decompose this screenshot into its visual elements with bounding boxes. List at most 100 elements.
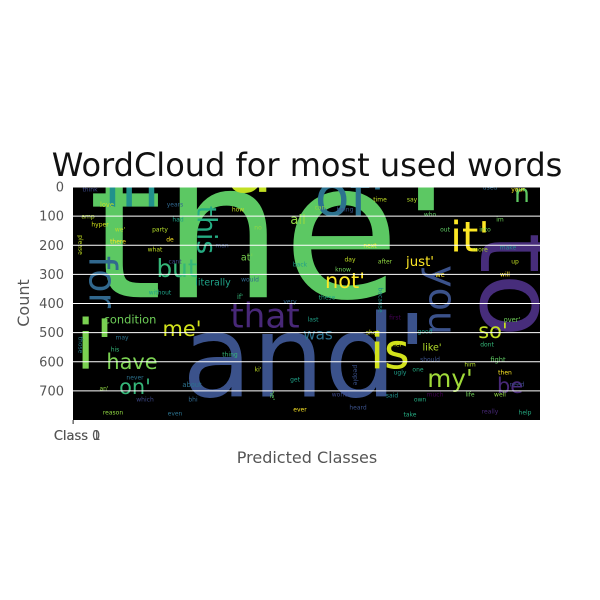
cloud-word: ugly [394,370,407,377]
cloud-word: an' [99,386,108,393]
cloud-word: really [482,409,499,416]
y-tick-label: 200 [39,239,64,254]
cloud-word: day [344,257,355,264]
cloud-word: up [511,259,519,266]
cloud-word: said [386,393,398,400]
cloud-word: years [167,202,184,209]
cloud-word: never [126,375,144,382]
cloud-word: like' [423,343,442,354]
cloud-word: about [182,381,202,389]
cloud-word: back [293,262,308,269]
cloud-word: you [421,265,465,335]
cloud-word: well [494,392,506,399]
cloud-word: over' [504,316,521,324]
cloud-word: know [335,267,351,274]
cloud-word: condition [104,313,157,327]
cloud-word: after [378,259,393,266]
y-tick-label: 600 [39,355,64,370]
cloud-word: your [511,187,525,194]
cloud-word: without [149,290,172,297]
cloud-word: a' [225,118,296,211]
cloud-word: i' [76,307,114,386]
cloud-word: take [404,412,417,419]
cloud-word: on' [119,375,151,399]
cloud-word: literally [195,278,231,289]
cloud-word: his [111,347,120,354]
cloud-word: world [332,392,349,399]
cloud-word: used [483,185,498,192]
cloud-word: say [407,197,418,204]
y-tick-label: 500 [39,326,64,341]
cloud-word: no [254,225,262,232]
cloud-word: fight [490,356,506,364]
cloud-word: cant [168,259,182,266]
cloud-word: so' [478,319,507,343]
y-tick-label: 100 [39,210,64,225]
cloud-word: into [479,227,491,234]
cloud-word: we' [115,227,126,234]
cloud-word: out [440,227,450,234]
cloud-word: im [496,217,504,224]
cloud-word: those [77,337,84,354]
x-axis-label: Predicted Classes [237,448,377,467]
cloud-word: ki' [255,367,262,374]
cloud-word: because [377,287,384,312]
cloud-word: there [110,239,126,246]
cloud-word: heard [349,405,367,412]
cloud-word: even [168,411,183,418]
cloud-word: much [427,392,444,399]
y-axis-label: Count [14,279,33,327]
x-tick-label: Class 0 [54,429,101,444]
plot-area: the'and'a'toi'in' of'isit'youforthatthisw… [73,118,540,423]
cloud-word: and' [182,290,428,423]
cloud-word: being [337,207,354,214]
cloud-word: not' [325,269,365,293]
cloud-word: bhi [188,397,198,404]
cloud-word: we [435,271,445,279]
cloud-word: people [352,365,359,386]
cloud-word: can [315,205,326,212]
y-tick-label: 400 [39,297,64,312]
cloud-word: very [283,299,297,306]
cloud-word: thing [222,352,238,359]
cloud-word: should [420,357,440,364]
cloud-word: for [81,256,125,309]
cloud-word: man [215,243,229,250]
cloud-word: just' [405,255,434,270]
cloud-word: my' [427,364,472,393]
cloud-word: may [115,335,129,342]
cloud-word: then [498,370,512,377]
cloud-word: will [500,272,510,279]
cloud-word: help [519,410,532,417]
cloud-word: had [172,217,183,224]
cloud-word: her [392,342,402,349]
cloud-word: these [319,295,336,302]
cloud-word: of' [315,164,386,230]
cloud-word: this [191,206,222,255]
cloud-word: the' [88,121,452,342]
cloud-word: reason [103,410,124,417]
cloud-word: love [100,201,114,209]
cloud-word: amp [81,214,95,221]
cloud-word: was [303,326,333,344]
cloud-word: de [166,237,174,244]
y-axis: 0 100 200 300 400 500 600 700 [39,181,64,400]
y-tick-label: 700 [39,384,64,399]
cloud-word: more [472,247,488,254]
cloud-word: he' [268,390,276,400]
cloud-word: it' [450,213,490,262]
cloud-word: be [497,374,523,398]
cloud-word: one [412,367,423,374]
cloud-word: life [465,392,474,399]
cloud-word: if' [237,293,243,301]
cloud-word: all [290,213,306,228]
cloud-word: with' [430,161,489,190]
cloud-word: get [290,377,301,384]
x-tick-label: Class 1 [54,429,101,444]
cloud-word: what [148,247,163,254]
chart-title: WordCloud for most used words [52,146,563,184]
cloud-word: next [363,243,377,250]
cloud-word: who [424,212,437,219]
